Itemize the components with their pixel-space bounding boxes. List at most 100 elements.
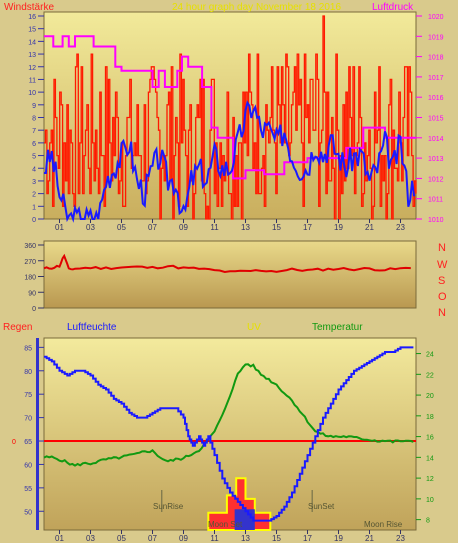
direction-panel (43, 240, 417, 309)
wind-x-tick-label: 11 (210, 223, 219, 232)
dir-label-n-bottom: N (438, 307, 446, 319)
uv-label: UV (247, 322, 261, 333)
temperature-y-tick-label: 16 (426, 435, 434, 442)
luftdruck-label: Luftdruck (372, 2, 414, 13)
pressure-series (44, 35, 416, 180)
gust-series (44, 15, 417, 220)
wind-y-tick-label: 7 (32, 128, 36, 135)
wind-y-tick-label: 0 (32, 217, 36, 224)
climate-x-tick-label: 01 (55, 534, 64, 543)
direction-y-tick-label: 270 (24, 259, 36, 266)
pressure-y-tick-label: 1016 (428, 95, 444, 102)
direction-y-tick-label: 0 (32, 306, 36, 313)
wind-x-tick-label: 19 (334, 223, 343, 232)
temperature-y-tick-label: 14 (426, 455, 434, 462)
temperature-y-tick-label: 22 (426, 372, 434, 379)
luftfeuchte-label: Luftfeuchte (67, 322, 117, 333)
wind-y-tick-label: 16 (28, 14, 36, 21)
pressure-y-tick-label: 1012 (428, 176, 444, 183)
moonset-label: Moon Set (208, 520, 243, 529)
temperature-series (43, 363, 414, 467)
dir-label-s: S (438, 275, 445, 287)
humidity-y-tick-label: 60 (24, 462, 32, 469)
wind-y-tick-label: 3 (32, 179, 36, 186)
climate-x-tick-label: 21 (365, 534, 374, 543)
humidity-series (44, 346, 414, 522)
temperature-y-tick-label: 12 (426, 476, 434, 483)
humidity-y-tick-label: 50 (24, 509, 32, 516)
temperatur-label: Temperatur (312, 322, 363, 333)
moonrise-label: Moon Rise (364, 520, 403, 529)
wind-y-tick-label: 10 (28, 90, 36, 97)
regen-label: Regen (3, 322, 32, 333)
wind-x-tick-label: 05 (117, 223, 126, 232)
climate-x-tick-label: 05 (117, 534, 126, 543)
wind-y-tick-label: 6 (32, 141, 36, 148)
wind-y-tick-label: 13 (28, 52, 36, 59)
direction-y-tick-label: 90 (28, 290, 36, 297)
wind-y-tick-label: 8 (32, 116, 36, 123)
regen-axis-bar (36, 338, 39, 530)
dir-label-o: O (438, 291, 447, 303)
dir-label-n-top: N (438, 242, 446, 254)
humidity-y-tick-label: 55 (24, 486, 32, 493)
humidity-y-tick-label: 75 (24, 392, 32, 399)
dir-label-w: W (437, 259, 448, 271)
direction-y-tick-label: 180 (24, 275, 36, 282)
wind-x-tick-label: 21 (365, 223, 374, 232)
chart-title: 24 hour graph day November 18 2016 (172, 2, 341, 13)
wind-y-tick-label: 12 (28, 65, 36, 72)
windstaerke-label: Windstärke (4, 2, 54, 13)
climate-x-tick-label: 15 (272, 534, 281, 543)
pressure-y-tick-label: 1018 (428, 55, 444, 62)
climate-x-tick-label: 23 (396, 534, 405, 543)
climate-x-tick-label: 19 (334, 534, 343, 543)
humidity-y-tick-label: 80 (24, 369, 32, 376)
pressure-y-tick-label: 1017 (428, 75, 444, 82)
pressure-y-tick-label: 1011 (428, 197, 443, 204)
wind-y-tick-label: 15 (28, 27, 36, 34)
wind-x-tick-label: 09 (179, 223, 188, 232)
wind-y-tick-label: 4 (32, 166, 36, 173)
wind-y-tick-label: 11 (29, 77, 36, 84)
direction-series (43, 253, 411, 274)
humidity-y-tick-label: 65 (24, 439, 32, 446)
pressure-y-tick-label: 1013 (428, 156, 444, 163)
temperature-y-tick-label: 24 (426, 352, 434, 359)
temperature-y-tick-label: 8 (426, 518, 430, 525)
wind-x-tick-label: 03 (86, 223, 95, 232)
wind-x-tick-label: 23 (396, 223, 405, 232)
rain-zero-label: 0 (12, 439, 16, 446)
wind-y-tick-label: 5 (32, 154, 36, 161)
pressure-y-tick-label: 1015 (428, 116, 444, 123)
wind-x-tick-label: 17 (303, 223, 312, 232)
wind-y-tick-label: 1 (32, 204, 36, 211)
wind-avg-series (44, 100, 416, 223)
temperature-y-tick-label: 18 (426, 414, 434, 421)
climate-x-tick-label: 13 (241, 534, 250, 543)
pressure-y-tick-label: 1010 (428, 217, 444, 224)
climate-x-tick-label: 11 (210, 534, 219, 543)
temperature-y-tick-label: 20 (426, 393, 434, 400)
wind-y-tick-label: 14 (28, 39, 36, 46)
humidity-y-tick-label: 85 (24, 345, 32, 352)
pressure-y-tick-label: 1020 (428, 14, 444, 21)
pressure-y-tick-label: 1014 (428, 136, 444, 143)
climate-x-tick-label: 03 (86, 534, 95, 543)
wind-x-tick-label: 13 (241, 223, 250, 232)
climate-x-tick-label: 09 (179, 534, 188, 543)
humidity-y-tick-label: 70 (24, 416, 32, 423)
temperature-y-tick-label: 10 (426, 497, 434, 504)
direction-y-tick-label: 360 (24, 243, 36, 250)
wind-x-tick-label: 15 (272, 223, 281, 232)
climate-x-tick-label: 17 (303, 534, 312, 543)
wind-y-tick-label: 9 (32, 103, 36, 110)
wind-x-tick-label: 01 (55, 223, 64, 232)
wind-y-tick-label: 2 (32, 192, 36, 199)
wind-x-tick-label: 07 (148, 223, 157, 232)
sunset-label: SunSet (308, 502, 335, 511)
climate-x-tick-label: 07 (148, 534, 157, 543)
pressure-y-tick-label: 1019 (428, 34, 444, 41)
